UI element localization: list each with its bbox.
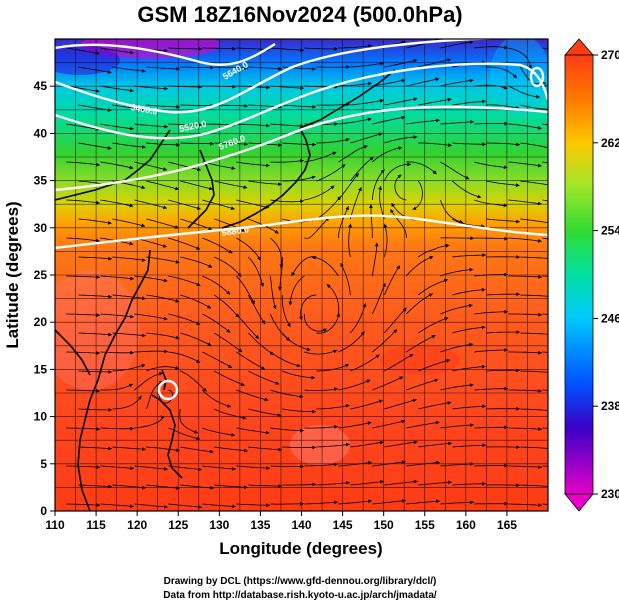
x-tick-label: 120 [127, 518, 147, 532]
colorbar-tick-label: 230 [601, 487, 619, 501]
y-tick-label: 5 [40, 457, 47, 471]
x-axis: 110 115 120 125 130 135 140 145 150 155 160 165 [45, 511, 517, 532]
x-tick-label: 145 [333, 518, 353, 532]
contour-label: 5880.0 [221, 224, 250, 238]
contour-closed-high [529, 66, 545, 88]
y-tick-label: 30 [34, 221, 48, 235]
contour-label: 5400.0 [130, 102, 159, 117]
colorbar-tick-label: 246 [601, 311, 619, 325]
contour-line [55, 39, 501, 114]
credit-data: Data from http://database.rish.kyoto-u.a… [163, 590, 437, 601]
x-tick-label: 165 [497, 518, 517, 532]
x-tick-label: 110 [45, 518, 65, 532]
x-tick-label: 140 [291, 518, 311, 532]
x-tick-label: 155 [415, 518, 435, 532]
x-axis-title: Longitude (degrees) [219, 539, 382, 558]
grid-lines [55, 39, 548, 511]
credit-drawing: Drawing by DCL (https://www.gfd-dennou.o… [163, 576, 437, 587]
x-tick-label: 115 [86, 518, 106, 532]
geopotential-contours [55, 39, 548, 401]
x-tick-label: 150 [374, 518, 394, 532]
y-axis-title: Latitude (degrees) [3, 201, 22, 348]
y-tick-label: 25 [34, 268, 48, 282]
colorbar-top-arrow [564, 38, 594, 56]
contour-line [55, 105, 548, 192]
y-tick-label: 0 [40, 504, 47, 518]
contour-line [55, 42, 276, 66]
x-tick-label: 135 [250, 518, 270, 532]
x-tick-label: 130 [209, 518, 229, 532]
colorbar-body [564, 54, 594, 495]
colorbar-ticks: 230 238 246 254 262 270 [593, 48, 619, 501]
contour-closed-low [157, 379, 179, 401]
colorbar: 230 238 246 254 262 270 [564, 38, 619, 512]
page-title: GSM 18Z16Nov2024 (500.0hPa) [137, 2, 463, 27]
y-tick-label: 45 [34, 79, 48, 93]
contour-line [55, 214, 548, 250]
y-axis: 0 5 10 15 20 25 30 35 40 45 [34, 79, 55, 518]
colorbar-tick-label: 254 [601, 224, 619, 238]
colorbar-tick-label: 262 [601, 136, 619, 150]
colorbar-tick-label: 238 [601, 399, 619, 413]
x-tick-label: 160 [456, 518, 476, 532]
colorbar-tick-label: 270 [601, 48, 619, 62]
y-tick-label: 10 [34, 410, 48, 424]
y-tick-label: 15 [34, 362, 48, 376]
y-tick-label: 35 [34, 174, 48, 188]
y-tick-label: 20 [34, 315, 48, 329]
contour-line [55, 62, 548, 140]
colorbar-bottom-arrow [564, 493, 594, 512]
y-tick-label: 40 [34, 126, 48, 140]
x-tick-label: 125 [168, 518, 188, 532]
